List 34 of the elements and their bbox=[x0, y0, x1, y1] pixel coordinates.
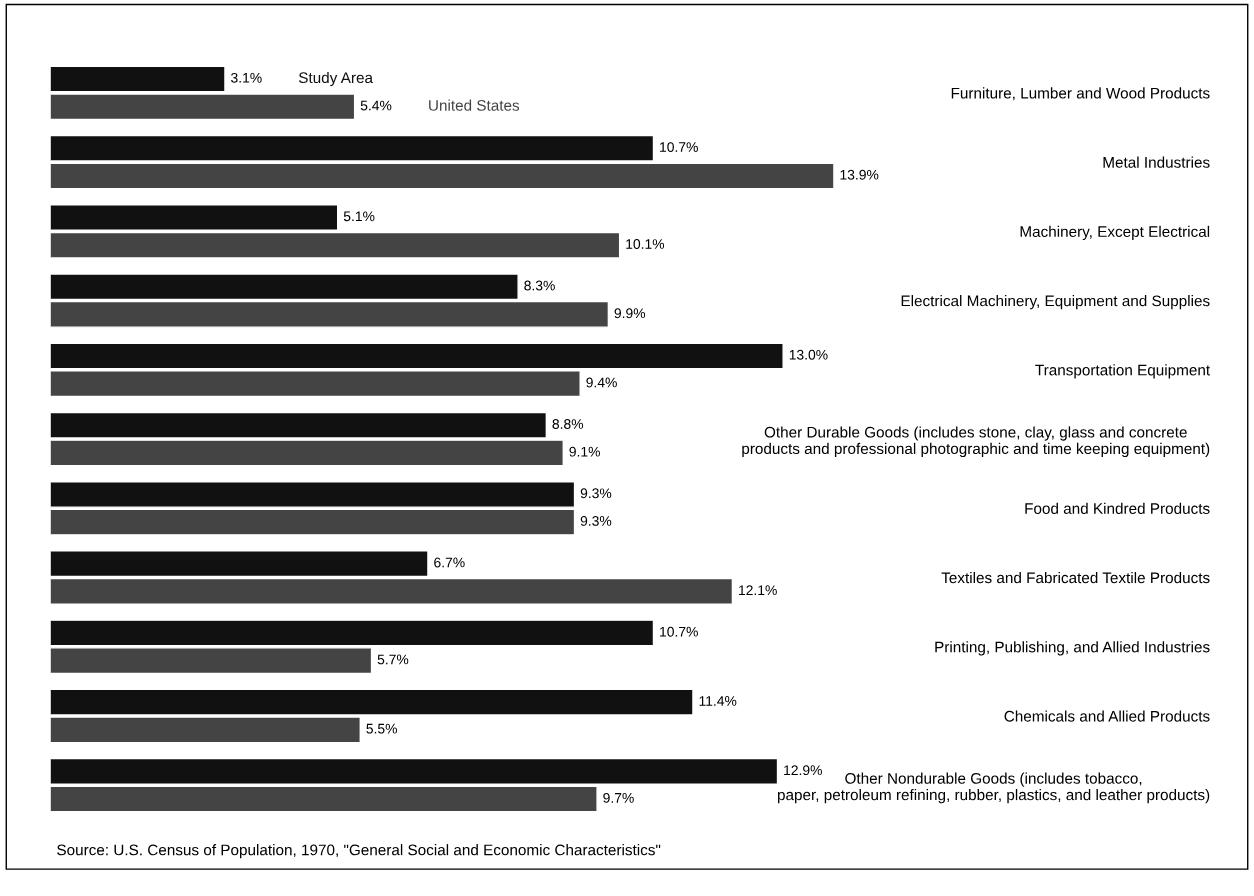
y-tick-label: Textiles and Fabricated Textile Products bbox=[941, 571, 1210, 584]
data-label: 9.3% bbox=[580, 516, 612, 526]
text: Study Area bbox=[298, 71, 373, 87]
y-tick-label: Printing, Publishing, and Allied Industries bbox=[935, 641, 1210, 656]
data-label: 5.7% bbox=[377, 654, 409, 665]
data-label: 9.1% bbox=[569, 446, 600, 457]
y-tick-label: Transportation Equipment bbox=[1035, 364, 1211, 379]
data-label: 8.3% bbox=[524, 280, 555, 291]
data-label: 9.7% bbox=[603, 792, 634, 803]
data-label: 6.7% bbox=[434, 557, 465, 568]
y-tick-label: Metal Industries bbox=[1103, 156, 1210, 168]
data-label: 10.7% bbox=[660, 142, 698, 152]
y-tick-label: Electrical Machinery, Equipment and Supplies bbox=[901, 295, 1210, 310]
data-label: 13.0% bbox=[789, 349, 828, 360]
data-label: 13.9% bbox=[840, 169, 879, 180]
y-tick-label: Other Durable Goods (includes stone, clay, glass and concrete products and professional photographic and time keeping equipment) bbox=[742, 426, 1210, 458]
data-label: 12.1% bbox=[739, 585, 777, 596]
data-label: 5.1% bbox=[343, 211, 375, 222]
data-label: 3.1% bbox=[231, 72, 262, 83]
data-label: 10.1% bbox=[626, 239, 665, 249]
data-label: 11.4% bbox=[699, 696, 737, 706]
data-label: 5.5% bbox=[366, 723, 397, 734]
source-note: Source: U.S. Census of Population, 1970, "General Social and Economic Characteristics" bbox=[57, 844, 661, 859]
y-tick-label: Chemicals and Allied Products bbox=[1004, 710, 1210, 722]
y-tick-label: Food and Kindred Products bbox=[1025, 502, 1210, 514]
data-label: 8.8% bbox=[552, 419, 584, 429]
data-label: 9.4% bbox=[586, 377, 617, 388]
data-label: 9.3% bbox=[580, 488, 612, 499]
data-label: 5.4% bbox=[360, 100, 392, 111]
data-label: 10.7% bbox=[660, 626, 698, 637]
data-label: 9.9% bbox=[614, 308, 646, 319]
y-tick-label: Furniture, Lumber and Wood Products bbox=[951, 87, 1210, 101]
y-tick-label: Machinery, Except Electrical bbox=[1020, 225, 1210, 241]
text: United States bbox=[429, 99, 520, 111]
